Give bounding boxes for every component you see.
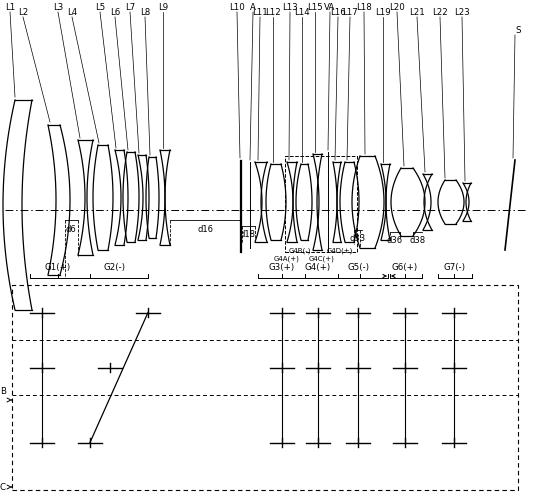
Text: L15: L15	[307, 3, 323, 12]
Text: d33: d33	[350, 234, 366, 243]
Text: L14: L14	[294, 8, 310, 17]
Text: G2(-): G2(-)	[104, 263, 126, 272]
Text: d16: d16	[197, 225, 213, 234]
Text: VA: VA	[325, 3, 336, 12]
Text: L19: L19	[375, 8, 391, 17]
Text: L9: L9	[158, 3, 168, 12]
Text: L10: L10	[229, 3, 245, 12]
Text: L21: L21	[409, 8, 425, 17]
Text: G3(+): G3(+)	[269, 263, 295, 272]
Text: L22: L22	[432, 8, 448, 17]
Text: G4C(+): G4C(+)	[309, 256, 335, 262]
Text: G7(-): G7(-)	[443, 263, 465, 272]
Text: L20: L20	[389, 3, 405, 12]
Text: G5(-): G5(-)	[347, 263, 369, 272]
Text: L7: L7	[125, 3, 135, 12]
Text: L1: L1	[5, 3, 15, 12]
Text: B: B	[0, 388, 6, 396]
Text: C: C	[0, 482, 6, 492]
Text: L18: L18	[356, 3, 372, 12]
Text: L13: L13	[282, 3, 298, 12]
Text: d18: d18	[240, 230, 256, 239]
Text: G6(+): G6(+)	[392, 263, 418, 272]
Text: L2: L2	[18, 8, 28, 17]
Text: G4B(-): G4B(-)	[289, 248, 311, 254]
Text: L8: L8	[140, 8, 150, 17]
Text: G4D(+): G4D(+)	[327, 248, 353, 254]
Text: d6: d6	[66, 225, 76, 234]
Text: L5: L5	[95, 3, 105, 12]
Text: L3: L3	[53, 3, 63, 12]
Text: G4A(+): G4A(+)	[274, 256, 300, 262]
Text: G4(+): G4(+)	[305, 263, 331, 272]
Text: G1(+): G1(+)	[45, 263, 71, 272]
Text: L23: L23	[454, 8, 470, 17]
Text: d38: d38	[410, 236, 426, 245]
Text: L6: L6	[110, 8, 120, 17]
Text: L17: L17	[342, 8, 358, 17]
Text: L12: L12	[265, 8, 281, 17]
Text: L16: L16	[330, 8, 346, 17]
Text: L11: L11	[252, 8, 268, 17]
Text: d36: d36	[387, 236, 403, 245]
Text: A: A	[250, 3, 256, 12]
Text: S: S	[515, 26, 521, 35]
Text: L4: L4	[67, 8, 77, 17]
